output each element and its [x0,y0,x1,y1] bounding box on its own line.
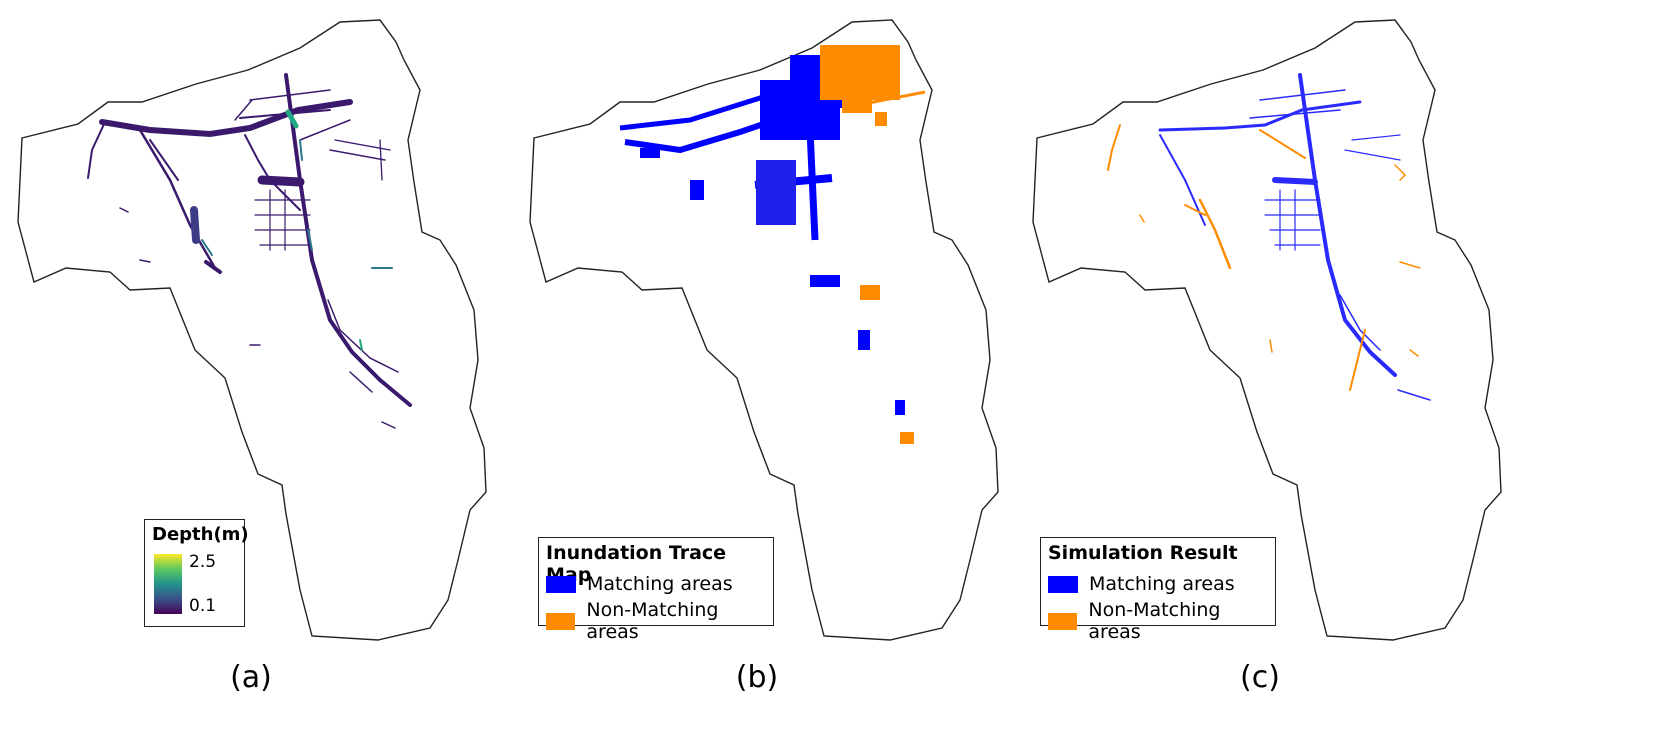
legend-trace-row-matching: Matching areas [546,573,733,595]
depth-max-label: 2.5 [189,552,217,572]
panel-b-map [529,19,999,641]
legend-trace-row-non-matching: Non-Matching areas [546,599,773,643]
panel-label-b: (b) [735,660,779,695]
sim-matching-areas-c [1158,73,1431,401]
legend-trace-label-matching: Matching areas [587,573,733,595]
legend-trace-map: Inundation Trace Map Matching areas Non-… [538,537,774,643]
legend-sim-label-non-matching: Non-Matching areas [1088,599,1221,643]
trace-non-matching-areas-b [820,45,926,444]
legend-sim-row-matching: Matching areas [1048,573,1235,595]
non-matching-swatch [1048,612,1078,630]
legend-simulation: Simulation Result Matching areas Non-Mat… [1040,537,1276,643]
panel-label-c: (c) [1240,660,1280,695]
non-matching-swatch [546,612,576,630]
panel-a-map [17,19,487,641]
legend-trace-label-non-matching: Non-Matching areas [586,599,719,643]
depth-colorbar [154,554,182,614]
legend-sim-row-non-matching: Non-Matching areas [1048,599,1275,643]
inundation-depth-a [87,73,412,429]
boundary-outline-a [17,19,487,641]
depth-min-label: 0.1 [189,596,217,616]
legend-depth-title: Depth(m) [152,524,249,545]
legend-sim-label-matching: Matching areas [1089,573,1235,595]
matching-swatch [1048,575,1078,593]
panel-c-map [1032,19,1502,641]
panel-label-a: (a) [230,660,272,695]
sim-non-matching-areas-c [1107,124,1421,391]
matching-swatch [546,575,576,593]
legend-sim-title: Simulation Result [1048,542,1238,564]
legend-depth: Depth(m) 2.5 0.1 [144,519,249,627]
